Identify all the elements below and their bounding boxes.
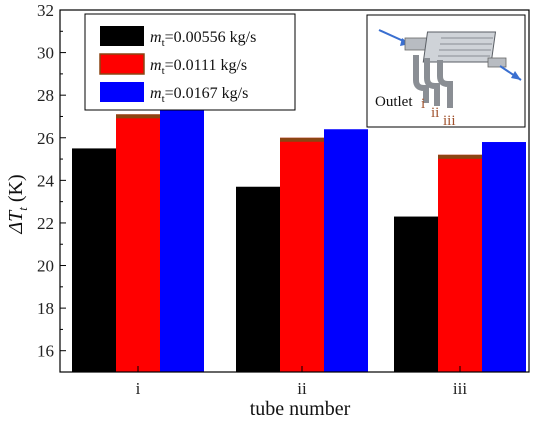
y-tick-label: 18 xyxy=(37,299,54,318)
inset-outlet-label: Outlet xyxy=(375,94,413,110)
bar-i-series-1 xyxy=(72,148,116,372)
heat-exchanger-icon xyxy=(378,29,522,108)
legend-swatch-2 xyxy=(99,53,145,75)
y-tick-label: 16 xyxy=(37,342,54,361)
inset-tube-label-ii: ii xyxy=(431,105,439,121)
legend: mt=0.00556 kg/s mt=0.0111 kg/s mt=0.0167 k… xyxy=(84,13,296,111)
x-axis-title: tube number xyxy=(250,398,351,420)
inset-diagram: Outlet i ii iii xyxy=(366,14,526,129)
bar-i-series-2 xyxy=(116,114,160,372)
x-tick-label-ii: ii xyxy=(297,379,307,398)
bar-iii-series-3 xyxy=(482,142,526,372)
y-axis-title: ΔTt (K) xyxy=(5,174,30,234)
y-tick-label: 26 xyxy=(37,129,54,148)
bar-iii-series-2 xyxy=(438,154,482,372)
bar-i-series-3 xyxy=(160,110,204,373)
legend-swatch-3 xyxy=(100,82,144,102)
bar-top-edge-ii-series-2 xyxy=(280,137,324,142)
bars-group xyxy=(72,110,526,373)
bar-ii-series-3 xyxy=(324,129,368,372)
y-axis-title-subscript: t xyxy=(15,207,30,211)
inset-tube-label-i: i xyxy=(421,96,425,112)
legend-label-1: mt=0.00556 kg/s xyxy=(150,29,256,49)
y-tick-label: 30 xyxy=(37,44,54,63)
y-tick-label: 24 xyxy=(37,171,55,190)
bar-top-edge-iii-series-2 xyxy=(438,154,482,159)
y-tick-label: 22 xyxy=(37,214,54,233)
y-axis-title-symbol: ΔT xyxy=(5,209,27,235)
y-tick-label: 20 xyxy=(37,257,54,276)
legend-swatch-1 xyxy=(100,26,144,46)
y-tick-label: 32 xyxy=(37,1,54,20)
bar-ii-series-1 xyxy=(236,186,280,372)
legend-label-2: mt=0.0111 kg/s xyxy=(150,57,247,77)
y-tick-label: 28 xyxy=(37,86,54,105)
x-axis-ticks: i ii iii xyxy=(136,366,467,398)
plot-frame xyxy=(59,9,530,373)
bar-ii-series-2 xyxy=(280,137,324,372)
bar-iii-series-1 xyxy=(394,216,438,372)
bar-top-edge-i-series-2 xyxy=(116,114,160,119)
y-axis-title-unit: (K) xyxy=(5,174,27,207)
inset-tube-label-iii: iii xyxy=(443,113,456,129)
legend-label-3: mt=0.0167 kg/s xyxy=(150,85,248,105)
x-tick-label-iii: iii xyxy=(453,379,467,398)
x-tick-label-i: i xyxy=(136,379,141,398)
y-axis-ticks: 16 18 20 22 24 26 28 30 32 xyxy=(37,1,66,373)
